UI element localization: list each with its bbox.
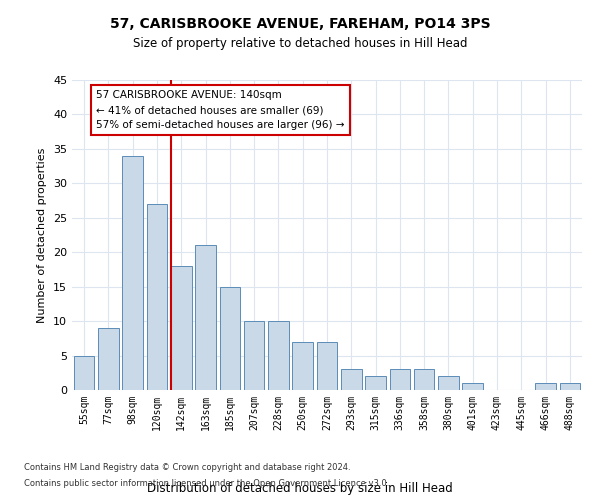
Bar <box>268 321 289 390</box>
Text: Contains HM Land Registry data © Crown copyright and database right 2024.: Contains HM Land Registry data © Crown c… <box>24 464 350 472</box>
Bar <box>560 383 580 390</box>
Bar <box>341 370 362 390</box>
Bar <box>195 246 216 390</box>
Text: 57, CARISBROOKE AVENUE, FAREHAM, PO14 3PS: 57, CARISBROOKE AVENUE, FAREHAM, PO14 3P… <box>110 18 490 32</box>
Bar <box>438 376 459 390</box>
Text: Distribution of detached houses by size in Hill Head: Distribution of detached houses by size … <box>147 482 453 495</box>
Bar <box>414 370 434 390</box>
Text: Size of property relative to detached houses in Hill Head: Size of property relative to detached ho… <box>133 38 467 51</box>
Bar <box>292 342 313 390</box>
Bar <box>122 156 143 390</box>
Bar <box>98 328 119 390</box>
Bar <box>146 204 167 390</box>
Bar <box>463 383 483 390</box>
Bar <box>365 376 386 390</box>
Bar <box>317 342 337 390</box>
Bar <box>535 383 556 390</box>
Bar <box>171 266 191 390</box>
Text: Contains public sector information licensed under the Open Government Licence v3: Contains public sector information licen… <box>24 478 389 488</box>
Bar <box>389 370 410 390</box>
Bar <box>220 286 240 390</box>
Text: 57 CARISBROOKE AVENUE: 140sqm
← 41% of detached houses are smaller (69)
57% of s: 57 CARISBROOKE AVENUE: 140sqm ← 41% of d… <box>96 90 345 130</box>
Y-axis label: Number of detached properties: Number of detached properties <box>37 148 47 322</box>
Bar <box>74 356 94 390</box>
Bar <box>244 321 265 390</box>
